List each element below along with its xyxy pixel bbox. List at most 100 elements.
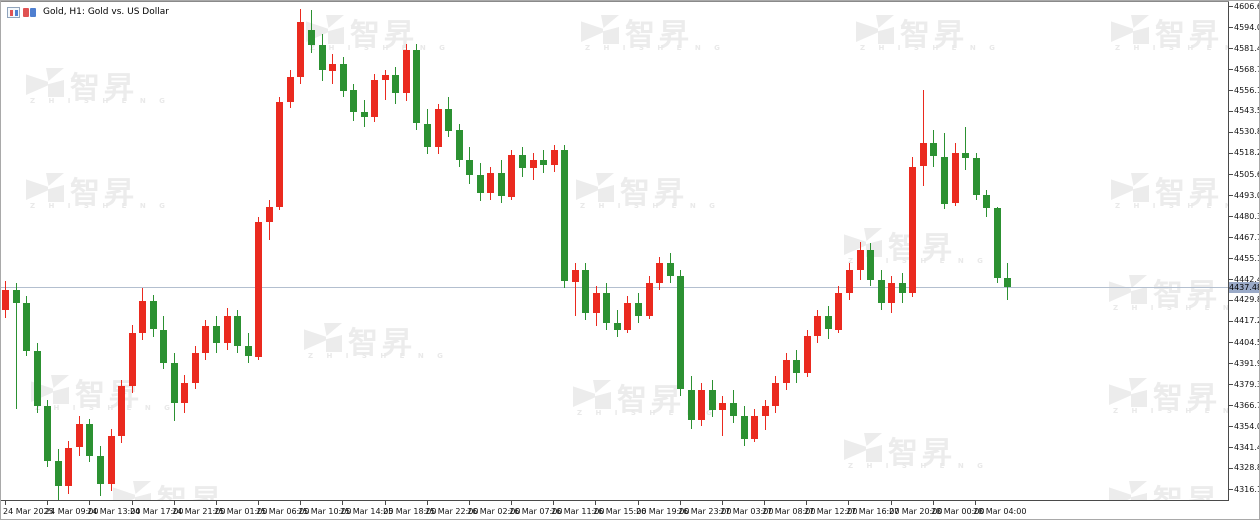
y-axis-tick — [1228, 90, 1233, 91]
y-axis-label: 4543.52 — [1234, 106, 1259, 115]
watermark-latin-text: Z H I S H E N G — [860, 44, 1001, 52]
candle-body — [888, 283, 895, 303]
candle-body — [920, 143, 927, 166]
candle-body — [814, 316, 821, 336]
candle-body — [44, 406, 51, 461]
candle-body — [983, 195, 990, 208]
candle-body — [350, 90, 357, 112]
chart-header: Gold, H1: Gold vs. US Dollar — [7, 5, 169, 19]
watermark-cjk-text: 智昇 — [1155, 18, 1223, 53]
x-axis-label: 26 Mar 11:00 — [551, 507, 605, 516]
zhisheng-watermark: 智昇Z H I S H E N G — [1111, 13, 1228, 55]
watermark-cjk-text: 智昇 — [1153, 476, 1221, 500]
candle-body — [614, 323, 621, 330]
bid-ask-mini-icon[interactable] — [23, 7, 36, 18]
y-axis-label: 4404.59 — [1234, 338, 1259, 347]
candlestick-mini-icon[interactable] — [7, 6, 20, 18]
y-axis-label: 4568.78 — [1234, 65, 1259, 74]
y-axis-tick — [1228, 363, 1233, 364]
candle-body — [65, 448, 72, 486]
candle-body — [487, 173, 494, 193]
candle-body — [762, 406, 769, 416]
x-axis-label: 28 Mar 00:00 — [931, 507, 985, 516]
candle-body — [139, 301, 146, 333]
candle-body — [245, 346, 252, 356]
current-price-line — [1, 287, 1228, 288]
y-axis-tick — [1228, 153, 1233, 154]
candle-body — [477, 175, 484, 193]
candle-body — [572, 270, 579, 282]
current-price-badge: 4437.48 — [1229, 282, 1260, 293]
watermark-cjk-text: 智昇 — [1155, 176, 1223, 211]
candle-body — [593, 293, 600, 313]
x-axis-label: 27 Mar 20:00 — [889, 507, 943, 516]
watermark-latin-text: Z H I S H E N G — [1115, 44, 1228, 52]
zhisheng-logo-icon — [1109, 378, 1147, 408]
y-axis-tick — [1228, 69, 1233, 70]
candle-body — [23, 303, 30, 351]
x-axis-label: 24 Mar 2025 — [3, 507, 54, 516]
candle-body — [688, 390, 695, 420]
candle-body — [413, 50, 420, 123]
y-axis-label: 4467.74 — [1234, 233, 1259, 242]
y-axis-tick — [1228, 111, 1233, 112]
candle-body — [741, 416, 748, 439]
y-axis-tick — [1228, 216, 1233, 217]
x-axis-label: 24 Mar 13:00 — [87, 507, 141, 516]
zhisheng-watermark: 智昇Z H I S H E N G — [1109, 479, 1228, 500]
zhisheng-watermark: 智昇Z H I S H E N G — [113, 479, 243, 500]
watermark-latin-text: Z H I S H E N G — [310, 44, 451, 52]
candle-body — [656, 263, 663, 283]
candle-body — [382, 75, 389, 80]
y-axis-tick — [1228, 468, 1233, 469]
candle-body — [667, 263, 674, 276]
watermark-latin-text: Z H I S H E N G — [1115, 202, 1228, 210]
candle-body — [34, 351, 41, 406]
x-axis-tick — [553, 501, 554, 505]
watermark-cjk-text: 智昇 — [70, 176, 138, 211]
y-axis-tick — [1228, 132, 1233, 133]
watermark-cjk-text: 智昇 — [888, 436, 956, 471]
watermark-latin-text: Z H I S H E N G — [308, 352, 449, 360]
candle-body — [129, 333, 136, 386]
candle-body — [930, 143, 937, 156]
zhisheng-logo-icon — [26, 173, 64, 203]
x-axis-tick — [469, 501, 470, 505]
x-axis-label: 26 Mar 02:00 — [467, 507, 521, 516]
watermark-cjk-text: 智昇 — [350, 18, 418, 53]
candle-body — [909, 167, 916, 293]
y-axis-tick — [1228, 342, 1233, 343]
zhisheng-watermark: 智昇Z H I S H E N G — [1109, 376, 1228, 418]
candle-body — [308, 30, 315, 45]
watermark-cjk-text: 智昇 — [620, 176, 688, 211]
zhisheng-logo-icon — [573, 380, 611, 410]
candle-body — [719, 403, 726, 410]
candle-body — [160, 330, 167, 363]
zhisheng-logo-icon — [576, 173, 614, 203]
candle-body — [846, 270, 853, 293]
watermark-latin-text: Z H I S H E N G — [1113, 304, 1228, 312]
candle-body — [857, 250, 864, 270]
x-axis-tick — [638, 501, 639, 505]
candle-body — [108, 436, 115, 484]
y-axis-label: 4530.89 — [1234, 127, 1259, 136]
zhisheng-logo-icon — [113, 481, 151, 500]
y-axis-tick — [1228, 426, 1233, 427]
candle-body — [255, 222, 262, 357]
watermark-cjk-text: 智昇 — [888, 231, 956, 266]
candle-body — [340, 64, 347, 91]
y-axis-label: 4354.07 — [1234, 422, 1259, 431]
x-axis-tick — [5, 501, 6, 505]
x-axis-tick — [680, 501, 681, 505]
candle-body — [466, 160, 473, 175]
chart-plot-area[interactable]: 智昇 Z H I S H E N G 智昇 Z H I S H E N G 智昇 Z H … — [1, 1, 1229, 501]
candle-body — [392, 75, 399, 93]
candle-body — [1004, 278, 1011, 287]
x-axis-label: 24 Mar 17:00 — [130, 507, 184, 516]
candle-body — [540, 160, 547, 165]
zhisheng-watermark: 智昇Z H I S H E N G — [1109, 273, 1228, 315]
y-axis-label: 4442.48 — [1234, 275, 1259, 284]
